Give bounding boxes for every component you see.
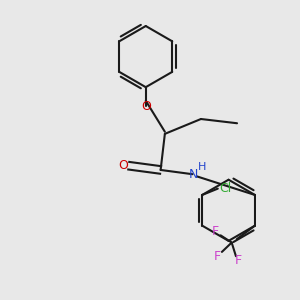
Text: F: F bbox=[235, 254, 242, 267]
Text: F: F bbox=[212, 225, 219, 239]
Text: O: O bbox=[119, 159, 129, 172]
Text: H: H bbox=[198, 162, 206, 172]
Text: F: F bbox=[213, 250, 220, 263]
Text: O: O bbox=[141, 100, 151, 113]
Text: Cl: Cl bbox=[219, 182, 232, 195]
Text: N: N bbox=[189, 168, 198, 181]
